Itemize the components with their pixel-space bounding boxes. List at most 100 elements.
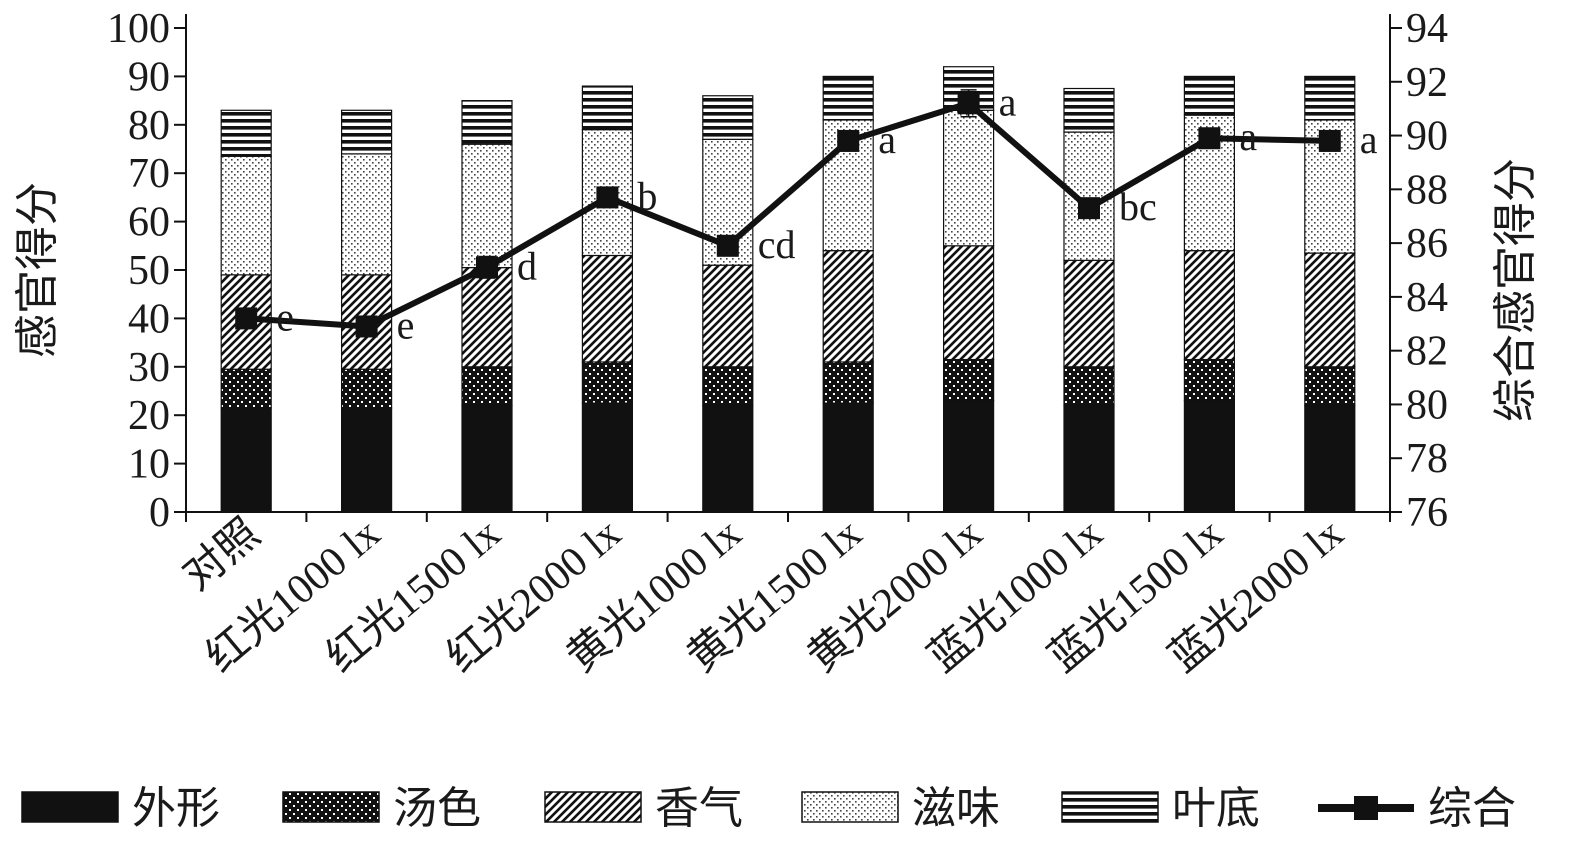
legend-swatch — [544, 791, 642, 823]
legend-label: 叶底 — [1172, 784, 1260, 833]
legend-swatch — [21, 791, 119, 823]
bar-segment — [341, 368, 393, 409]
bar-segment — [220, 109, 272, 157]
right-tick-label: 90 — [1406, 114, 1448, 160]
composite-point — [957, 92, 980, 115]
significance-label: e — [397, 302, 415, 347]
bar-segment — [461, 404, 513, 513]
bar-segment — [581, 254, 634, 363]
right-tick-label: 82 — [1406, 329, 1448, 375]
right-tick-label: 86 — [1406, 221, 1448, 267]
right-tick-label: 80 — [1406, 382, 1448, 428]
left-tick-label: 50 — [128, 248, 170, 294]
bar-segment — [341, 109, 393, 155]
significance-label: b — [637, 173, 657, 218]
bar-segment — [1063, 259, 1115, 368]
bar-segment — [461, 266, 513, 368]
y-axis-title: 感官得分 — [13, 182, 62, 358]
bar-segment — [1304, 366, 1356, 407]
bar-segment — [220, 368, 272, 409]
bar-segment — [1304, 75, 1356, 121]
significance-label: a — [999, 79, 1017, 124]
legend-label: 香气 — [655, 784, 743, 833]
composite-point — [1078, 197, 1100, 220]
bar-segment — [461, 143, 513, 269]
legend-label: 外形 — [132, 784, 220, 833]
left-tick-label: 100 — [107, 6, 170, 52]
left-tick-label: 80 — [128, 103, 170, 149]
bar-segment — [702, 264, 754, 368]
left-tick-label: 60 — [128, 200, 170, 246]
bar-segment — [942, 400, 995, 513]
legend-swatch — [282, 791, 380, 823]
legend-marker — [1354, 796, 1378, 820]
bar-segment — [581, 361, 634, 404]
bar-segment — [702, 404, 754, 513]
bar-segment — [1183, 250, 1236, 361]
significance-label: bc — [1119, 184, 1157, 229]
significance-label: a — [1360, 117, 1378, 162]
composite-point — [716, 234, 739, 257]
composite-line — [245, 100, 1330, 330]
bar-segment — [822, 402, 874, 513]
bar-segment — [341, 153, 393, 276]
significance-label: a — [878, 117, 896, 162]
legend-swatch — [1061, 791, 1159, 823]
bar-segment — [220, 155, 272, 276]
right-tick-label: 76 — [1406, 490, 1448, 536]
significance-label: e — [276, 294, 294, 339]
bar-segment — [341, 407, 393, 513]
legend-label: 综合 — [1428, 784, 1516, 833]
legend-label: 汤色 — [393, 784, 481, 833]
composite-point — [355, 315, 378, 338]
composite-point — [596, 186, 619, 209]
bar-segment — [581, 85, 634, 131]
composite-point — [235, 307, 258, 330]
bar-segment — [942, 109, 995, 247]
left-tick-label: 0 — [149, 490, 170, 536]
legend-swatch — [801, 791, 899, 823]
bar-segment — [822, 119, 874, 252]
bar-segment — [1304, 252, 1356, 368]
right-tick-label: 84 — [1406, 275, 1448, 321]
legend: 外形 汤色 香气 滋味 叶底 综合 — [21, 784, 1516, 833]
right-tick-label: 88 — [1406, 167, 1448, 213]
y2-axis-title: 综合感官得分 — [1491, 158, 1540, 422]
left-tick-label: 40 — [128, 296, 170, 342]
legend-label: 滋味 — [912, 784, 1000, 833]
right-tick-label: 78 — [1406, 436, 1448, 482]
left-tick-label: 30 — [128, 345, 170, 391]
bar-segment — [942, 358, 995, 402]
category-label: 对照 — [175, 510, 269, 599]
significance-label: d — [517, 243, 537, 288]
bar-segment — [1183, 400, 1236, 513]
bar-segment — [822, 361, 874, 404]
bar-segment — [461, 99, 513, 145]
plot-area: 0102030405060708090100767880828486889092… — [13, 6, 1540, 681]
right-tick-label: 94 — [1406, 6, 1448, 52]
bar-segment — [822, 75, 874, 121]
bar-segment — [1304, 404, 1356, 513]
bar-segment — [581, 402, 634, 513]
bar-segment — [461, 366, 513, 407]
composite-point — [476, 256, 498, 279]
significance-label: cd — [758, 222, 796, 267]
bar-segment — [1063, 404, 1115, 513]
right-tick-label: 92 — [1406, 60, 1448, 106]
bar-segment — [1183, 75, 1236, 116]
significance-label: a — [1239, 114, 1257, 159]
composite-point — [1198, 127, 1221, 150]
left-tick-label: 70 — [128, 151, 170, 197]
left-tick-label: 10 — [128, 442, 170, 488]
bar-segment — [942, 245, 995, 361]
composite-point — [1318, 129, 1341, 152]
composite-point — [837, 129, 860, 152]
bar-segment — [1063, 366, 1115, 407]
left-tick-label: 90 — [128, 54, 170, 100]
bar-segment — [1063, 87, 1115, 133]
bar-segment — [822, 250, 874, 363]
bar-segment — [702, 366, 754, 407]
bar-segment — [702, 95, 754, 140]
bar-segment — [1183, 358, 1236, 402]
